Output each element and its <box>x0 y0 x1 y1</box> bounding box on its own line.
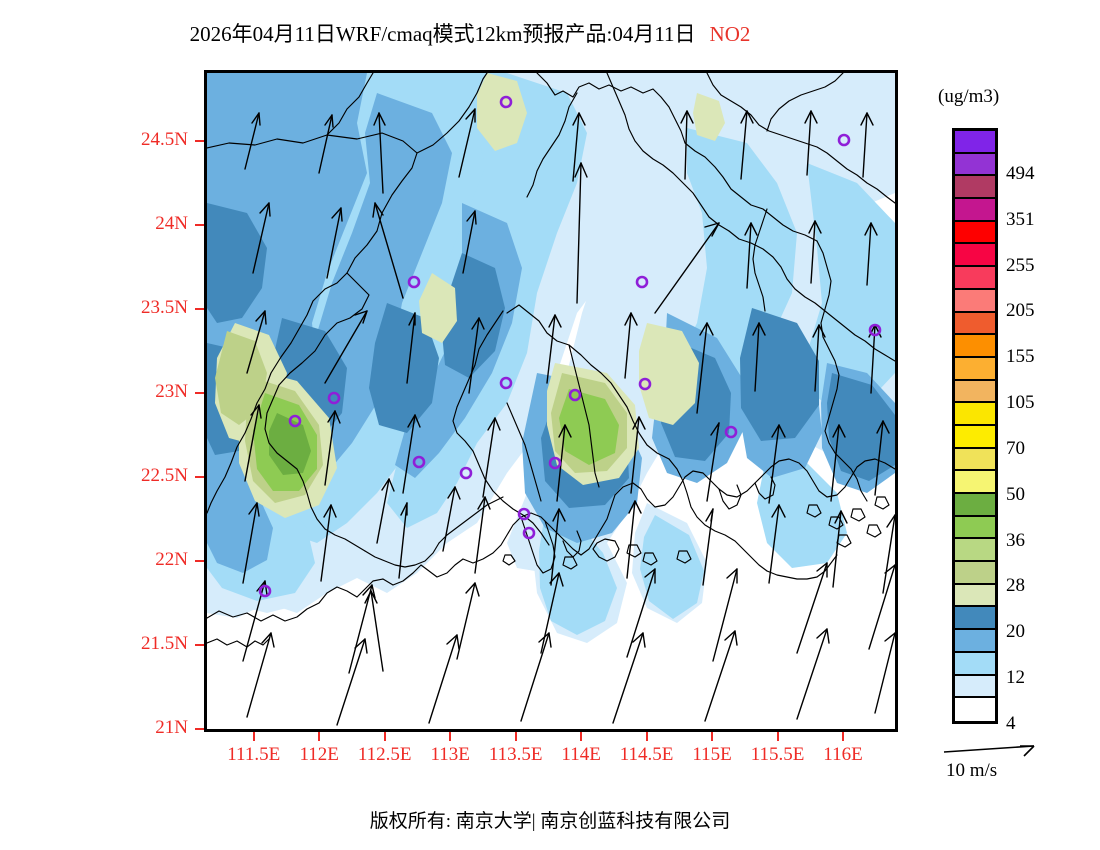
map-plot-area[interactable] <box>204 70 898 732</box>
x-axis-tick <box>711 732 714 741</box>
x-axis-tick <box>383 732 386 741</box>
colorbar-tick-label: 36 <box>1006 529 1025 551</box>
colorbar-band <box>955 244 995 268</box>
copyright-footer: 版权所有: 南京大学| 南京创蓝科技有限公司 <box>369 811 731 832</box>
colorbar-tick-label: 4 <box>1006 713 1016 734</box>
colorbar-tick-label: 70 <box>1006 437 1025 459</box>
x-axis-label: 111.5E <box>227 744 281 765</box>
colorbar-tick-label: 255 <box>1006 254 1035 276</box>
colorbar-unit-label: (ug/m3) <box>938 86 1000 107</box>
y-axis-label: 24N <box>155 212 188 234</box>
y-axis-tick <box>195 139 204 142</box>
page-title: 2026年04月11日WRF/cmaq模式12km预报产品:04月11日 NO2 <box>0 18 940 48</box>
colorbar-band <box>955 380 995 404</box>
x-axis-tick <box>776 732 779 741</box>
x-axis-label: 112E <box>299 744 339 765</box>
colorbar-band <box>955 562 995 585</box>
y-axis-tick <box>195 391 204 394</box>
x-axis-tick <box>842 732 844 741</box>
x-axis-label: 113.5E <box>488 744 543 765</box>
colorbar-tick-label: 351 <box>1006 208 1035 230</box>
colorbar-tick-label: 105 <box>1006 392 1035 414</box>
colorbar-tick-label: 50 <box>1006 483 1025 505</box>
species-label: NO2 <box>709 22 751 46</box>
colorbar-tick-label: 205 <box>1006 300 1035 322</box>
colorbar-band <box>955 357 995 381</box>
y-axis-label: 22N <box>155 548 188 570</box>
colorbar-band <box>955 675 995 699</box>
title-text: 2026年04月11日WRF/cmaq模式12km预报产品:04月11日 <box>189 22 696 46</box>
x-axis-tick <box>580 732 583 741</box>
x-axis-label: 113E <box>430 744 470 765</box>
y-axis-label: 21N <box>155 716 188 738</box>
colorbar-band <box>955 698 995 721</box>
colorbar[interactable] <box>952 128 998 724</box>
colorbar-band <box>955 652 995 676</box>
colorbar-band <box>955 312 995 336</box>
colorbar-band <box>955 425 995 449</box>
y-axis-tick <box>195 307 204 310</box>
colorbar-band <box>955 584 995 608</box>
colorbar-band <box>955 516 995 540</box>
y-axis-tick <box>195 475 204 478</box>
colorbar-band <box>955 403 995 426</box>
colorbar-tick-label: 20 <box>1006 621 1025 643</box>
x-axis-label: 114.5E <box>619 744 674 765</box>
colorbar-band <box>955 199 995 222</box>
x-axis-label: 115.5E <box>750 744 805 765</box>
x-axis-label: 115E <box>692 744 732 765</box>
x-axis-tick <box>252 732 255 741</box>
colorbar-tick-label: 155 <box>1006 346 1035 368</box>
colorbar-band <box>955 539 995 563</box>
colorbar-tick-label: 28 <box>1006 575 1025 597</box>
colorbar-band <box>955 448 995 472</box>
map-canvas <box>207 73 895 729</box>
colorbar-band <box>955 494 995 517</box>
x-axis-label: 116E <box>823 744 863 765</box>
colorbar-band <box>955 221 995 245</box>
y-axis-tick <box>195 223 204 226</box>
wind-scale-label: 10 m/s <box>946 760 998 781</box>
colorbar-band <box>955 289 995 313</box>
colorbar-band <box>955 630 995 653</box>
colorbar-band <box>955 471 995 494</box>
y-axis-label: 24.5N <box>141 128 188 150</box>
colorbar-band <box>955 176 995 200</box>
colorbar-band <box>955 153 995 177</box>
y-axis-label: 22.5N <box>141 464 188 486</box>
y-axis-tick <box>195 559 204 562</box>
y-axis-tick <box>195 643 204 646</box>
x-axis-tick <box>645 732 648 741</box>
x-axis-label: 114E <box>561 744 601 765</box>
x-axis-label: 112.5E <box>357 744 412 765</box>
y-axis-label: 21.5N <box>141 632 188 654</box>
wind-scale-key: 10 m/s <box>938 738 1088 781</box>
x-axis-tick <box>514 732 517 741</box>
colorbar-tick-label: 12 <box>1006 667 1025 689</box>
y-axis-label: 23.5N <box>141 296 188 318</box>
colorbar-band <box>955 335 995 358</box>
right-arrow-icon <box>943 745 1035 757</box>
x-axis-tick <box>449 732 452 741</box>
y-axis-tick <box>195 727 204 730</box>
x-axis-tick <box>318 732 321 741</box>
colorbar-band <box>955 267 995 290</box>
colorbar-band <box>955 607 995 631</box>
y-axis-label: 23N <box>155 380 188 402</box>
colorbar-tick-label: 494 <box>1006 162 1035 184</box>
colorbar-band <box>955 131 995 154</box>
